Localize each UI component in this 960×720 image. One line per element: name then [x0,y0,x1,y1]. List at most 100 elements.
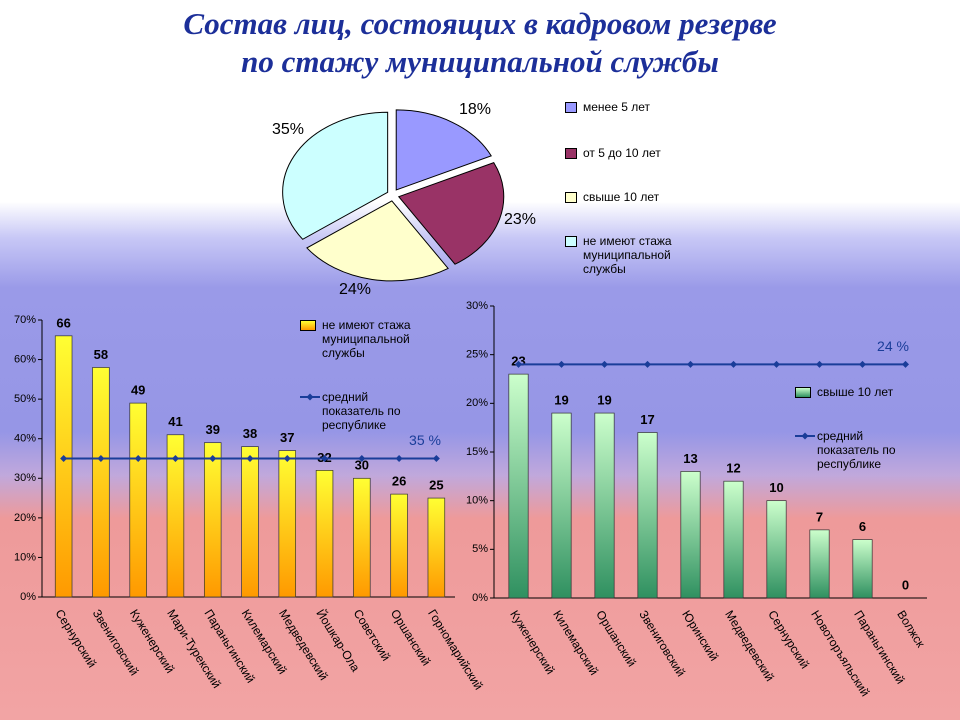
legend-item: не имеют стажа муниципальной службы [300,318,425,360]
x-tick-label: Горномарийский [425,607,486,692]
data-label: 17 [640,412,654,427]
data-label: 39 [205,422,219,437]
legend-item: средний показатель по республике [300,390,425,432]
pie-slice [395,109,492,191]
pie-slice [306,200,449,282]
legend-item: свыше 10 лет [795,385,920,399]
legend-item: не имеют стажа муниципальной службы [565,234,715,276]
legend-item: менее 5 лет [565,100,715,114]
bar [92,367,110,598]
x-tick-label: Килемарский [550,608,601,678]
pie-label: 23% [504,211,536,228]
bar [353,477,371,598]
title-line: по стажу муниципальной службы [241,44,719,79]
average-marker [395,455,403,462]
x-tick-label: Волжск [894,608,928,651]
bar [637,432,658,599]
y-tick-label: 30% [466,300,488,312]
y-tick-label: 10% [466,495,488,507]
bar [203,442,222,598]
data-label: 58 [94,347,108,362]
bar [766,500,787,599]
average-label: 35 % [409,432,441,448]
average-marker [171,455,179,462]
legend-item: средний показатель по республике [795,429,920,471]
bar [723,480,744,599]
data-label: 7 [816,509,823,524]
y-tick-label: 70% [14,314,36,326]
data-label: 38 [243,426,257,441]
x-tick-label: Советский [351,607,394,663]
data-label: 49 [131,383,145,398]
y-tick-label: 40% [14,433,36,445]
average-marker [432,455,440,462]
data-label: 0 [902,577,909,592]
legend-label: свыше 10 лет [817,385,894,399]
x-tick-label: Оршанский [593,608,639,669]
title-line: Состав лиц, состоящих в кадровом резерве [183,6,777,41]
average-marker [209,455,217,462]
legend-swatch [565,148,577,159]
average-marker [687,360,694,368]
pie-label: 18% [459,101,491,118]
y-tick-label: 10% [14,551,36,563]
y-tick-label: 20% [14,512,36,524]
y-tick-label: 0% [20,591,36,603]
data-label: 26 [392,474,406,489]
legend-label: не имеют стажа муниципальной службы [322,318,411,360]
bar [54,335,73,598]
average-marker [515,360,522,368]
x-tick-label: Сернурский [765,608,812,671]
average-marker [773,360,780,368]
data-label: 30 [355,458,369,473]
bar [166,434,185,598]
legend-label: от 5 до 10 лет [583,146,661,160]
data-label: 66 [56,315,70,330]
legend-swatch [565,236,577,247]
pie-label: 35% [272,121,304,138]
average-marker [97,455,105,462]
average-label: 24 % [877,338,909,354]
data-label: 13 [683,451,697,466]
bar [241,446,259,598]
legend-swatch [795,432,815,440]
bar [508,373,529,599]
y-tick-label: 15% [466,446,488,458]
legend-item: от 5 до 10 лет [565,146,715,160]
bar [680,471,701,599]
average-marker [730,360,737,368]
average-marker [283,455,291,462]
bar [390,493,408,598]
data-label: 41 [168,414,182,429]
legend-swatch [565,102,577,113]
pie-label: 24% [339,281,371,298]
x-tick-label: Юринский [679,608,721,664]
data-label: 19 [554,393,568,408]
data-label: 37 [280,430,294,445]
legend-swatch [300,320,316,331]
legend-swatch [795,387,811,398]
pie-slice [397,162,505,265]
legend-label: свыше 10 лет [583,190,660,204]
average-marker [358,455,366,462]
x-tick-label: Куженерский [507,608,557,677]
y-tick-label: 30% [14,472,36,484]
y-tick-label: 20% [466,397,488,409]
data-label: 12 [726,461,740,476]
legend-swatch [565,192,577,203]
average-marker [321,455,329,462]
legend-label: средний показатель по республике [817,429,896,471]
bar [594,412,615,599]
legend-label: не имеют стажа муниципальной службы [583,234,672,276]
legend-label: средний показатель по республике [322,390,401,432]
average-marker [134,455,142,462]
data-label: 25 [429,478,443,493]
y-tick-label: 0% [472,592,488,604]
average-marker [601,360,608,368]
legend-item: свыше 10 лет [565,190,715,204]
bar [129,402,147,598]
bar [278,450,297,598]
y-tick-label: 25% [466,349,488,361]
bar [315,470,334,598]
